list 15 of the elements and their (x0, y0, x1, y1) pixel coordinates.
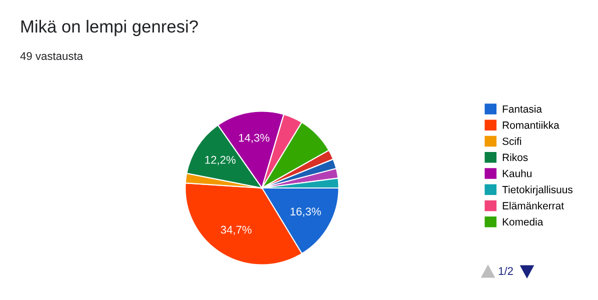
data-label: 34,7% (220, 226, 252, 235)
legend-label: Kauhu (502, 170, 532, 178)
data-label: 14,3% (239, 134, 270, 144)
legend-label: Fantasia (502, 105, 542, 113)
legend-label: Elämänkerrat (502, 202, 564, 210)
legend-label: Scifi (502, 137, 522, 145)
data-label: 12,2% (205, 156, 236, 166)
chart-title: Mikä on lempi genresi? (21, 20, 198, 36)
legend-label: Romantiikka (502, 121, 560, 129)
legend-label: Rikos (502, 153, 528, 162)
text: 1/2 (498, 266, 513, 275)
legend-label: Komedia (502, 218, 544, 226)
text: 49 vastausta (20, 52, 84, 60)
legend-label: Tietokirjallisuus (502, 186, 572, 196)
data-label: 16,3% (290, 208, 321, 217)
